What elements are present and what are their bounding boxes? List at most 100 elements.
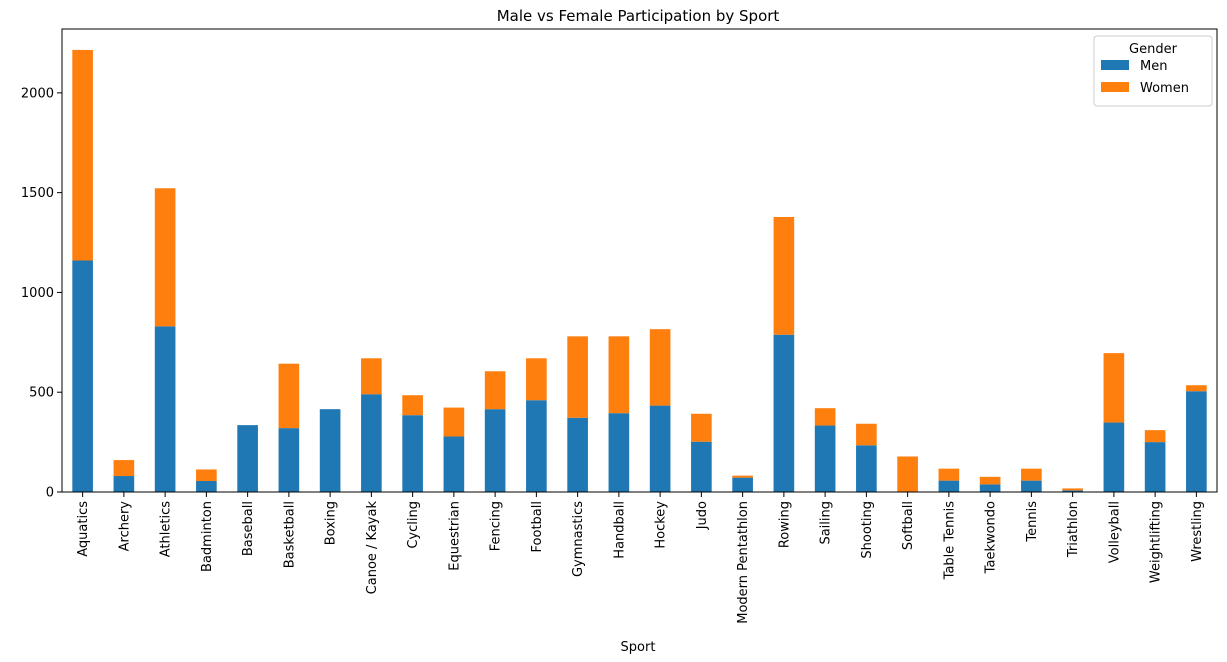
- plot-frame: [61, 28, 1218, 493]
- legend-label-women: Women: [1140, 81, 1189, 96]
- bar-men-fencing: [484, 409, 506, 492]
- x-tick-label: Softball: [901, 501, 916, 550]
- x-tick-label: Aquatics: [76, 501, 91, 557]
- bar-men-football: [526, 400, 547, 492]
- x-tick-label: Tennis: [1025, 501, 1040, 543]
- bar-women-volleyball: [1103, 353, 1125, 423]
- bar-men-boxing: [319, 409, 341, 492]
- bar-women-tennis: [1021, 468, 1042, 481]
- bar-men-canoe-kayak: [361, 394, 382, 492]
- bar-women-shooting: [856, 423, 877, 446]
- x-tick-label: Archery: [117, 501, 132, 552]
- bar-men-rowing: [773, 334, 795, 492]
- legend-swatch-women: [1101, 82, 1129, 92]
- x-tick-label: Handball: [612, 501, 627, 559]
- bar-women-sailing: [814, 408, 836, 426]
- x-tick-label: Athletics: [159, 501, 174, 557]
- bar-women-handball: [608, 336, 630, 414]
- bar-men-table-tennis: [938, 480, 960, 492]
- y-tick-label: 2000: [21, 86, 54, 101]
- bar-men-judo: [691, 441, 712, 492]
- x-tick-label: Fencing: [489, 501, 504, 551]
- bar-men-tennis: [1021, 480, 1042, 492]
- x-tick-label: Taekwondo: [984, 501, 999, 574]
- bar-women-football: [526, 358, 547, 401]
- x-tick-label: Wrestling: [1190, 501, 1205, 562]
- bar-women-cycling: [402, 395, 423, 416]
- bar-women-table-tennis: [938, 468, 960, 481]
- bar-men-hockey: [649, 405, 671, 492]
- bar-women-taekwondo: [979, 476, 1001, 485]
- legend: Gender Men Women: [1093, 35, 1213, 107]
- bars: [72, 49, 1207, 492]
- bar-men-sailing: [814, 425, 836, 492]
- chart-title: Male vs Female Participation by Sport: [497, 7, 780, 25]
- bar-women-softball: [897, 456, 918, 492]
- x-tick-label: Table Tennis: [942, 501, 957, 581]
- x-axis: Aquatics Archery Athletics Badminton Basebal…: [76, 492, 1205, 624]
- bar-men-gymnastics: [567, 417, 588, 492]
- bar-women-fencing: [484, 371, 506, 410]
- bar-men-athletics: [154, 326, 176, 492]
- x-axis-title: Sport: [621, 640, 656, 655]
- x-tick-label: Modern Pentathlon: [736, 501, 751, 624]
- legend-label-men: Men: [1140, 59, 1167, 74]
- bar-men-archery: [113, 476, 135, 492]
- x-tick-label: Football: [530, 501, 545, 552]
- bar-women-canoe-kayak: [361, 358, 382, 395]
- x-tick-label: Volleyball: [1107, 501, 1122, 563]
- x-tick-label: Basketball: [282, 501, 297, 568]
- bar-women-hockey: [649, 329, 671, 406]
- x-tick-label: Badminton: [200, 501, 215, 572]
- bar-men-cycling: [402, 415, 423, 492]
- legend-title: Gender: [1129, 42, 1178, 57]
- x-tick-label: Equestrian: [447, 501, 462, 571]
- bar-women-judo: [691, 413, 712, 442]
- bar-women-wrestling: [1186, 385, 1207, 392]
- x-tick-label: Weightlifting: [1149, 501, 1164, 583]
- bar-men-baseball: [237, 425, 258, 492]
- y-axis: 0 500 1000 1500 2000: [21, 86, 62, 501]
- bar-women-weightlifting: [1144, 430, 1166, 443]
- x-tick-label: Baseball: [241, 501, 256, 556]
- bar-men-weightlifting: [1144, 442, 1166, 492]
- x-tick-label: Rowing: [777, 501, 792, 548]
- y-tick-label: 0: [46, 486, 54, 501]
- bar-men-badminton: [196, 481, 217, 492]
- x-tick-label: Hockey: [654, 501, 669, 549]
- x-tick-label: Judo: [695, 501, 710, 530]
- bar-women-badminton: [196, 469, 217, 482]
- x-tick-label: Boxing: [324, 501, 339, 545]
- x-tick-label: Sailing: [819, 501, 834, 545]
- legend-swatch-men: [1101, 60, 1129, 70]
- x-tick-label: Shooting: [860, 501, 875, 559]
- bar-women-rowing: [773, 216, 795, 335]
- bar-men-aquatics: [72, 260, 93, 492]
- bar-men-shooting: [856, 445, 877, 492]
- x-tick-label: Gymnastics: [571, 501, 586, 577]
- bar-women-modern-pentathlon: [732, 475, 753, 478]
- x-tick-label: Triathlon: [1066, 501, 1081, 558]
- bar-men-modern-pentathlon: [732, 477, 753, 492]
- plot-area: 0 500 1000 1500 2000 Aquatics Archery Athletic…: [21, 28, 1218, 624]
- bar-men-volleyball: [1103, 422, 1125, 492]
- bar-women-basketball: [278, 363, 300, 429]
- bar-men-taekwondo: [979, 484, 1001, 492]
- y-tick-label: 1500: [21, 186, 54, 201]
- bar-women-aquatics: [72, 49, 93, 261]
- bar-women-equestrian: [443, 407, 465, 437]
- y-tick-label: 500: [29, 386, 54, 401]
- bar-women-athletics: [154, 188, 176, 327]
- bar-men-triathlon: [1062, 490, 1083, 492]
- bar-women-archery: [113, 460, 135, 477]
- bar-women-gymnastics: [567, 336, 588, 418]
- bar-men-equestrian: [443, 436, 465, 492]
- bar-men-basketball: [278, 428, 300, 492]
- x-tick-label: Cycling: [406, 501, 421, 549]
- bar-women-triathlon: [1062, 488, 1083, 491]
- y-tick-label: 1000: [21, 286, 54, 301]
- x-tick-label: Canoe / Kayak: [365, 501, 380, 595]
- bar-men-handball: [608, 413, 630, 492]
- bar-men-wrestling: [1186, 391, 1207, 492]
